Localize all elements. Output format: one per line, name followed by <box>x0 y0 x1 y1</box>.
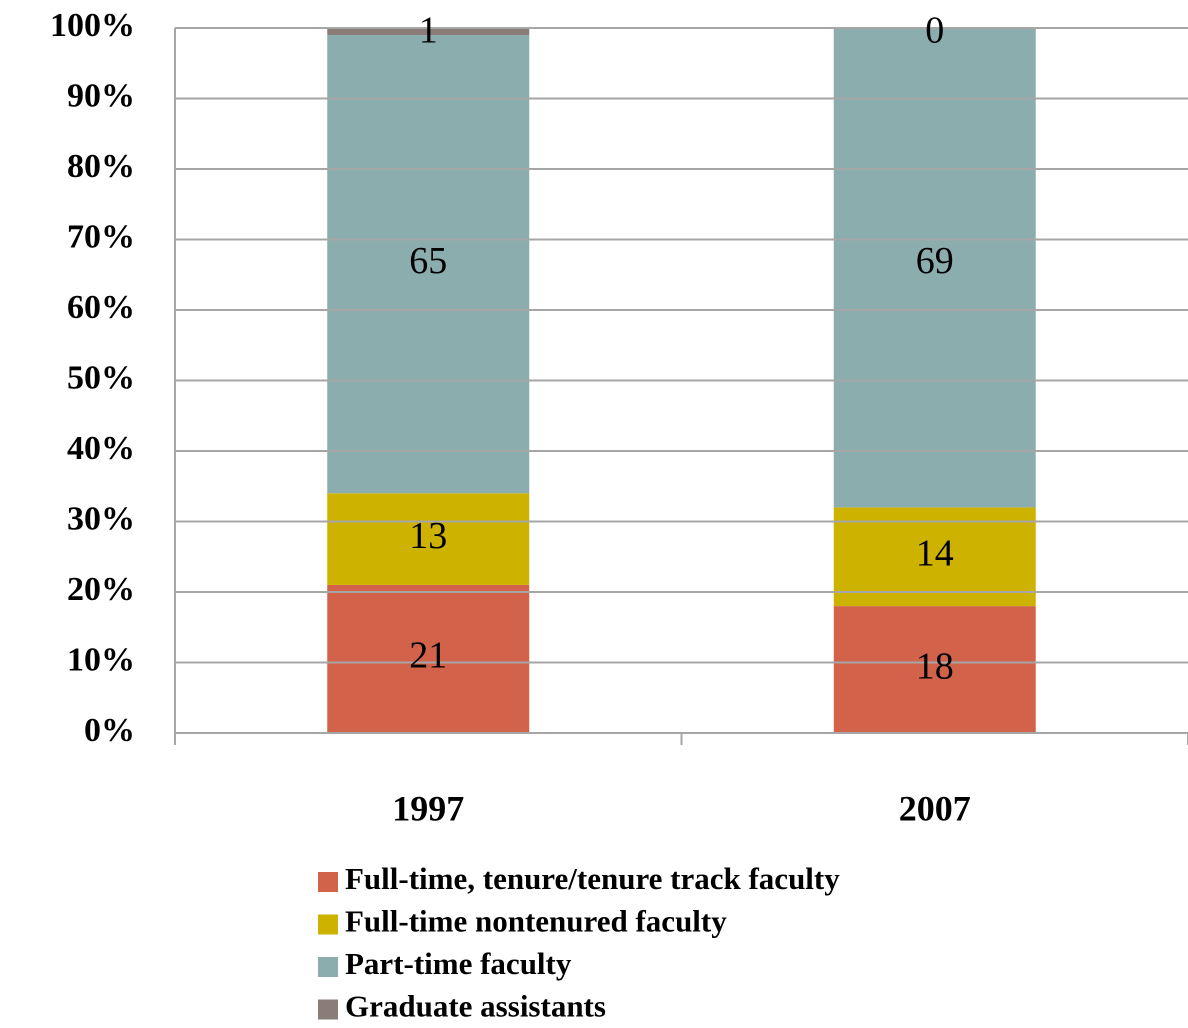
data-label: 65 <box>409 240 447 282</box>
y-tick-label: 100% <box>50 7 135 44</box>
data-label: 69 <box>916 240 954 282</box>
y-tick-label: 90% <box>67 77 135 114</box>
bar-segment <box>327 584 530 733</box>
bar-segment <box>327 493 530 585</box>
y-tick-label: 60% <box>67 289 135 326</box>
bar-segment <box>327 35 530 494</box>
legend-label: Part-time faculty <box>345 946 572 981</box>
bar-segment <box>833 28 1036 508</box>
bar-segment <box>327 28 530 36</box>
data-label: 13 <box>409 515 447 557</box>
plot-area <box>327 28 1036 733</box>
data-label: 14 <box>916 532 954 574</box>
y-tick-label: 0% <box>84 712 135 749</box>
legend-label: Full-time nontenured faculty <box>345 904 727 939</box>
y-tick-label: 20% <box>67 571 135 608</box>
y-tick-label: 80% <box>67 148 135 185</box>
legend-swatch <box>318 872 338 892</box>
legend-label: Full-time, tenure/tenure track faculty <box>345 861 840 896</box>
y-tick-label: 30% <box>67 500 135 537</box>
data-label: 1 <box>419 10 438 52</box>
bar-segment <box>833 507 1036 607</box>
x-tick-label: 1997 <box>392 788 464 828</box>
data-label: 0 <box>925 10 944 52</box>
legend-swatch <box>318 999 338 1020</box>
legend-swatch <box>318 957 338 977</box>
y-tick-label: 10% <box>67 641 135 678</box>
y-tick-label: 70% <box>67 218 135 255</box>
legend-swatch <box>318 914 338 935</box>
bar-segment <box>833 606 1036 733</box>
y-tick-label: 40% <box>67 430 135 467</box>
data-label: 18 <box>916 645 954 687</box>
data-label: 21 <box>409 635 447 677</box>
y-tick-label: 50% <box>67 359 135 396</box>
x-tick-label: 2007 <box>899 788 971 828</box>
legend-label: Graduate assistants <box>345 989 606 1024</box>
